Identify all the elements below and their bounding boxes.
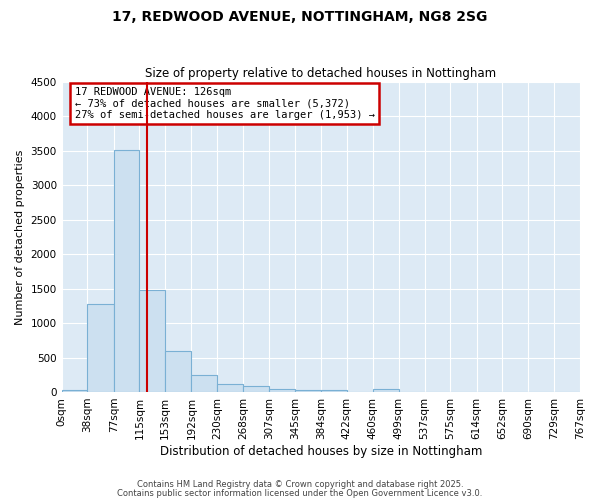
Bar bbox=[165, 350, 191, 392]
Bar bbox=[295, 390, 321, 392]
Text: Contains public sector information licensed under the Open Government Licence v3: Contains public sector information licen… bbox=[118, 489, 482, 498]
Bar bbox=[217, 384, 243, 392]
Text: 17, REDWOOD AVENUE, NOTTINGHAM, NG8 2SG: 17, REDWOOD AVENUE, NOTTINGHAM, NG8 2SG bbox=[112, 10, 488, 24]
X-axis label: Distribution of detached houses by size in Nottingham: Distribution of detached houses by size … bbox=[160, 444, 482, 458]
Bar bbox=[62, 390, 88, 392]
Bar bbox=[114, 150, 139, 392]
Bar bbox=[269, 389, 295, 392]
Text: 17 REDWOOD AVENUE: 126sqm
← 73% of detached houses are smaller (5,372)
27% of se: 17 REDWOOD AVENUE: 126sqm ← 73% of detac… bbox=[74, 86, 374, 120]
Bar bbox=[243, 386, 269, 392]
Bar bbox=[139, 290, 165, 392]
Text: Contains HM Land Registry data © Crown copyright and database right 2025.: Contains HM Land Registry data © Crown c… bbox=[137, 480, 463, 489]
Bar bbox=[373, 389, 399, 392]
Title: Size of property relative to detached houses in Nottingham: Size of property relative to detached ho… bbox=[145, 66, 496, 80]
Bar bbox=[321, 390, 347, 392]
Bar bbox=[191, 374, 217, 392]
Bar bbox=[88, 304, 114, 392]
Y-axis label: Number of detached properties: Number of detached properties bbox=[15, 150, 25, 324]
